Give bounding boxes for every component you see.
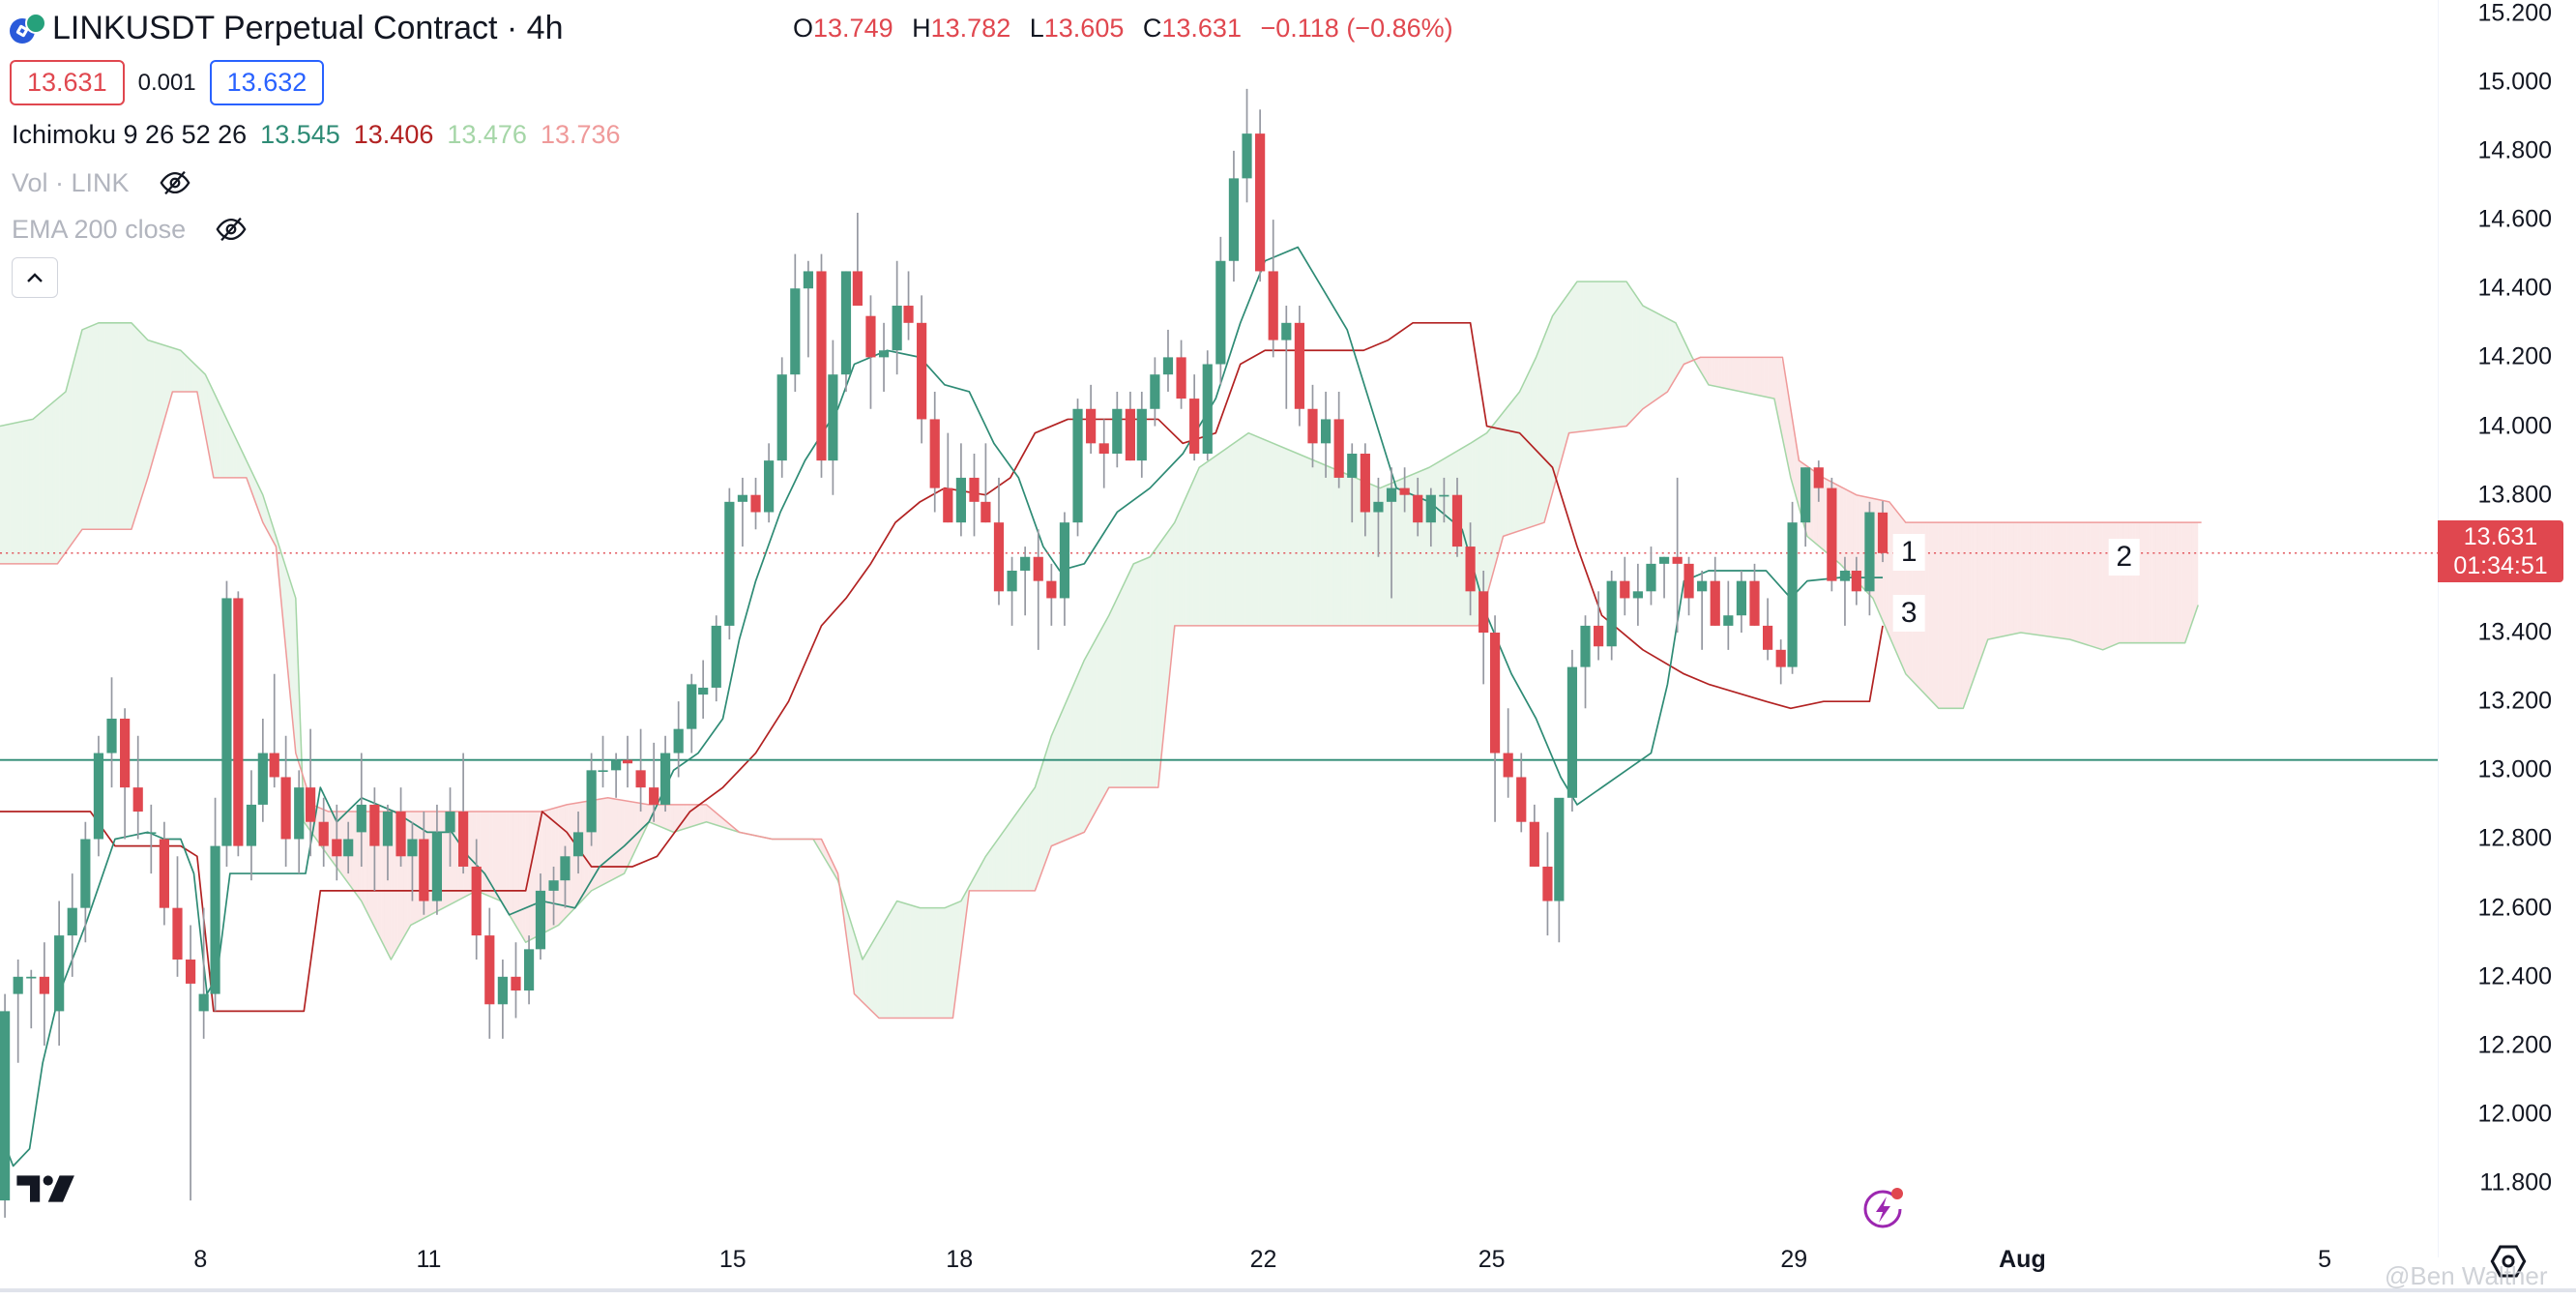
buy-price-button[interactable]: 13.632 [209, 60, 325, 105]
symbol-title: LINKUSDT Perpetual Contract · 4h [52, 10, 564, 46]
last-price-value: 13.631 [2463, 522, 2538, 550]
low-key: L [1029, 14, 1044, 43]
time-axis-label: 5 [2318, 1246, 2331, 1273]
price-axis-label: 13.200 [2477, 687, 2552, 715]
ichimoku-cloud [0, 281, 2199, 1019]
price-axis-label: 13.400 [2477, 618, 2552, 646]
eye-crossed-icon[interactable] [215, 213, 248, 246]
price-axis[interactable]: 15.200 15.000 14.800 14.600 14.400 14.200 14.0… [2438, 0, 2576, 1257]
chart-annotation-label[interactable]: 3 [1892, 594, 1925, 632]
price-axis-label: 15.000 [2477, 68, 2552, 96]
price-axis-label: 11.800 [2479, 1168, 2552, 1197]
time-axis-label: 29 [1780, 1246, 1808, 1273]
ichimoku-span-a-value: 13.476 [447, 120, 527, 149]
volume-name: Vol · LINK [12, 167, 130, 197]
last-price-tag: 13.631 01:34:51 [2438, 519, 2563, 582]
ema-legend[interactable]: EMA 200 close [12, 213, 248, 246]
time-axis-label: 15 [718, 1246, 746, 1273]
price-axis-label: 12.800 [2477, 824, 2552, 852]
bar-countdown: 01:34:51 [2453, 551, 2548, 579]
ema-name: EMA 200 close [12, 214, 187, 244]
trade-price-boxes: 13.631 0.001 13.632 [10, 60, 325, 105]
time-axis-label: Aug [1999, 1246, 2046, 1273]
settings-gear-icon[interactable] [2489, 1242, 2528, 1281]
time-axis-label: 11 [416, 1246, 442, 1273]
spread-value: 0.001 [137, 69, 196, 96]
price-axis-label: 12.200 [2477, 1031, 2552, 1059]
volume-legend[interactable]: Vol · LINK [12, 166, 191, 199]
chainlink-tether-symbol-icon [10, 12, 46, 45]
chevron-up-icon [27, 273, 43, 282]
price-axis-label: 13.800 [2477, 481, 2552, 509]
time-axis-label: 18 [946, 1246, 974, 1273]
ichimoku-name: Ichimoku 9 26 52 26 [12, 120, 248, 149]
ichimoku-legend[interactable]: Ichimoku 9 26 52 26 13.545 13.406 13.476… [12, 120, 621, 150]
time-axis[interactable]: 8 11 15 18 22 25 29 Aug 5 [0, 1226, 2438, 1288]
price-axis-label: 14.200 [2477, 342, 2552, 370]
low-value: 13.605 [1043, 14, 1125, 43]
price-axis-label: 13.000 [2477, 755, 2552, 783]
chart-annotation-label[interactable]: 2 [2108, 538, 2141, 576]
symbol-title-row[interactable]: LINKUSDT Perpetual Contract · 4h [10, 10, 564, 47]
open-value: 13.749 [813, 14, 893, 43]
time-axis-label: 25 [1478, 1246, 1506, 1273]
high-value: 13.782 [930, 14, 1011, 43]
eye-crossed-icon[interactable] [159, 166, 191, 199]
price-axis-label: 12.000 [2477, 1100, 2552, 1128]
watermark: @Ben Walther [2385, 1261, 2548, 1290]
price-axis-label: 14.400 [2477, 274, 2552, 302]
collapse-legend-button[interactable] [12, 257, 58, 298]
price-axis-label: 12.400 [2477, 962, 2552, 990]
price-axis-label: 12.600 [2477, 894, 2552, 922]
bottom-divider [0, 1288, 2576, 1292]
horizontal-lines [0, 552, 2439, 761]
ichimoku-kijun-value: 13.406 [353, 120, 434, 149]
price-axis-label: 14.600 [2477, 205, 2552, 233]
change-value: −0.118 (−0.86%) [1260, 14, 1453, 43]
price-axis-label: 15.200 [2477, 0, 2552, 27]
ohlc-values: O13.749 H13.782 L13.605 C13.631 −0.118 (… [793, 14, 1465, 44]
price-axis-label: 14.000 [2477, 412, 2552, 439]
ichimoku-tenkan-value: 13.545 [260, 120, 340, 149]
high-key: H [912, 14, 931, 43]
ichimoku-span-b-value: 13.736 [540, 120, 621, 149]
tradingview-logo-icon[interactable] [15, 1172, 77, 1205]
time-axis-label: 8 [193, 1246, 208, 1273]
open-key: O [793, 14, 814, 43]
close-key: C [1142, 14, 1162, 43]
chart-annotation-label[interactable]: 1 [1892, 533, 1925, 571]
price-axis-label: 14.800 [2477, 136, 2552, 164]
lightning-alert-icon[interactable] [1860, 1184, 1909, 1232]
time-axis-label: 22 [1249, 1246, 1277, 1273]
candlesticks [0, 88, 1888, 1218]
sell-price-button[interactable]: 13.631 [10, 60, 125, 105]
close-value: 13.631 [1161, 14, 1242, 43]
